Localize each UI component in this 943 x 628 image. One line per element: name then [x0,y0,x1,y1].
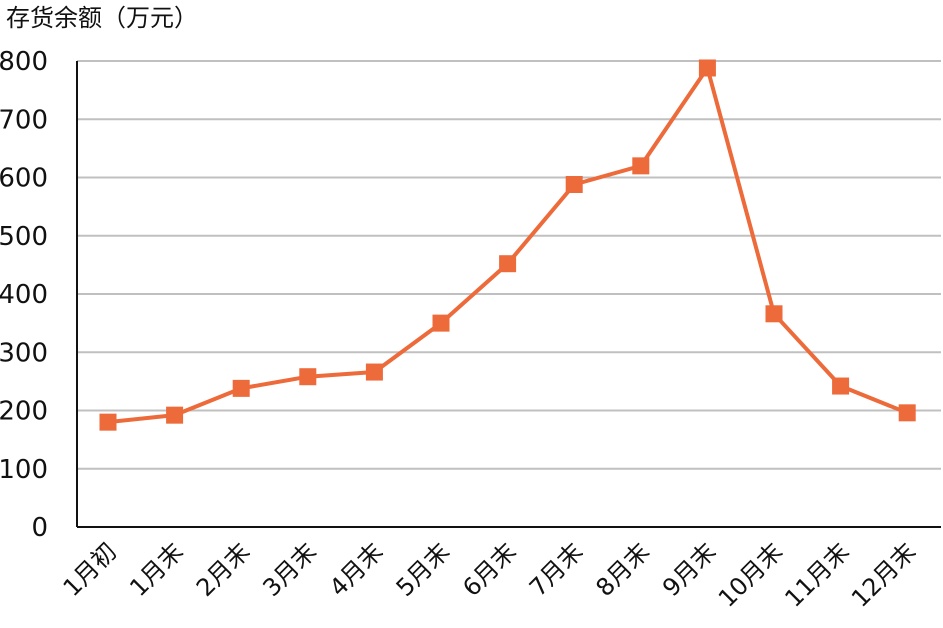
y-tick-label: 100 [0,455,48,485]
x-tick-label: 7月末 [524,537,589,602]
x-tick-label: 12月末 [846,537,921,612]
data-point-marker [166,406,184,424]
x-tick-label: 10月末 [713,537,788,612]
x-tick-label: 4月末 [324,537,389,602]
data-point-marker [832,377,850,395]
data-point-marker [765,305,783,323]
data-point-marker [232,379,250,397]
data-point-marker [99,413,117,431]
y-tick-label: 500 [0,222,48,252]
data-point-marker [898,404,916,422]
x-tick-label: 8月末 [590,537,655,602]
gridlines [77,60,941,470]
data-point-marker [499,255,517,273]
y-tick-label: 400 [0,280,48,310]
y-tick-label: 300 [0,338,48,368]
y-tick-label: 700 [0,105,48,135]
y-tick-label: 800 [0,47,48,77]
y-tick-label: 0 [31,513,48,543]
data-point-marker [299,368,317,386]
y-axis-ticks: 0 100 200 300 400 500 600 700 800 [0,47,48,543]
x-tick-label: 6月末 [457,537,522,602]
y-tick-label: 600 [0,164,48,194]
data-point-marker [698,59,716,77]
series-group [99,59,916,431]
y-axis-title: 存货余额（万元） [6,4,198,32]
x-tick-label: 5月末 [391,537,456,602]
x-tick-label: 9月末 [657,537,722,602]
data-point-marker [365,363,383,381]
x-tick-label: 2月末 [191,537,256,602]
data-point-marker [632,157,650,175]
x-axis-ticks: 1月初 1月末 2月末 3月末 4月末 5月末 6月末 7月末 8月末 9月末10月末11月末12… [58,537,922,612]
x-tick-label: 11月末 [780,537,855,612]
x-tick-label: 3月末 [257,537,322,602]
data-point-marker [432,314,450,332]
series-line [107,65,908,425]
x-tick-label: 1月末 [124,537,189,602]
axes [76,61,941,528]
data-point-marker [565,175,583,193]
y-tick-label: 200 [0,397,48,427]
x-tick-label: 1月初 [58,537,123,602]
